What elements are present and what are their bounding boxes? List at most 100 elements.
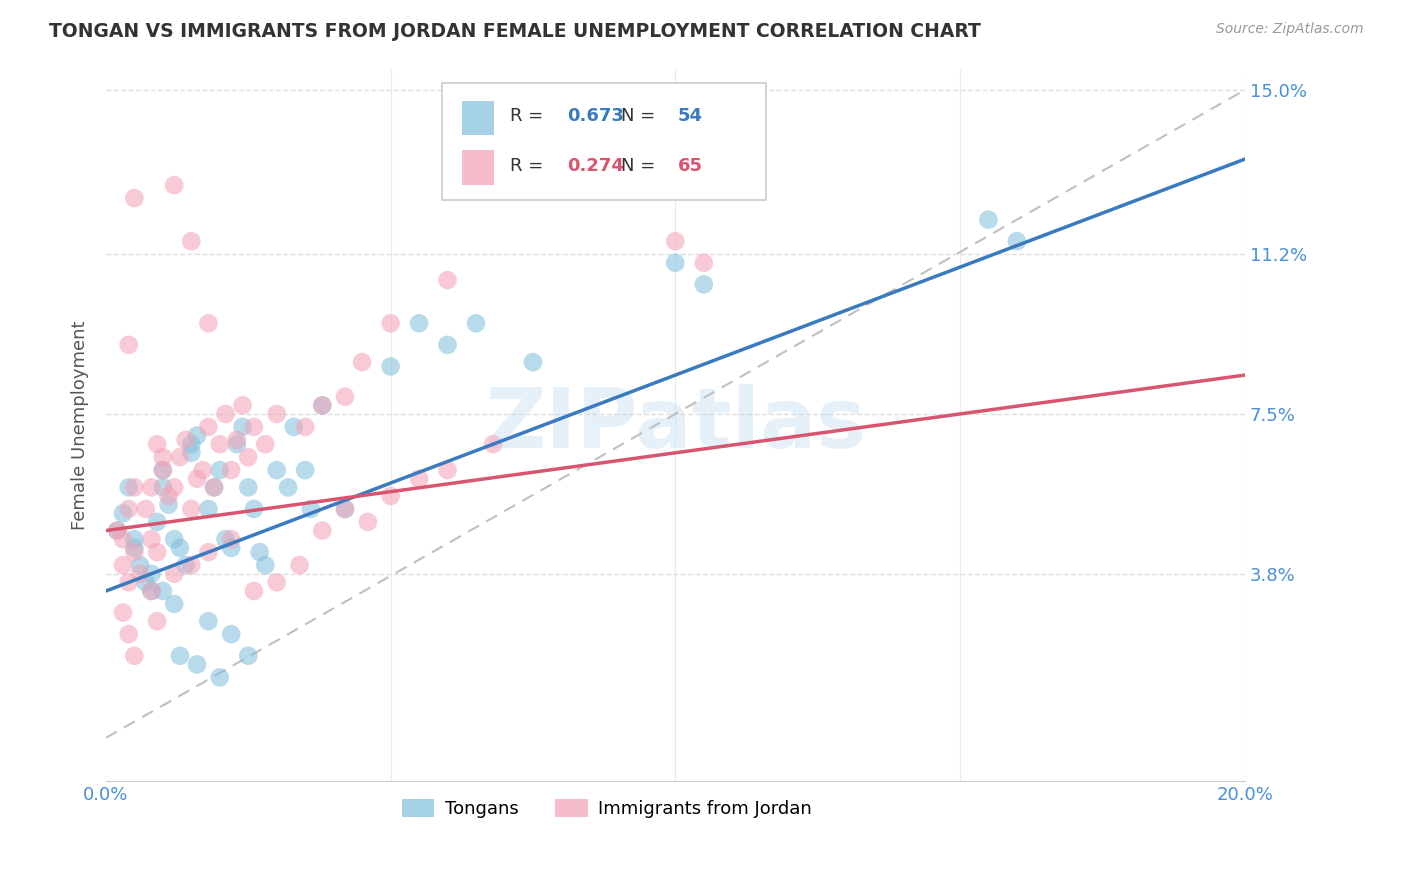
Point [163,480,186,494]
Point [693,256,716,270]
Point [111,558,134,573]
Point [111,506,134,520]
Point [197,316,219,330]
Point [152,463,174,477]
Point [157,489,180,503]
Point [118,627,141,641]
Point [294,420,316,434]
Point [152,584,174,599]
Point [977,212,1000,227]
Point [135,575,157,590]
Point [146,437,169,451]
Point [333,390,356,404]
Point [105,524,128,538]
Point [186,472,208,486]
Point [180,437,202,451]
Point [352,355,374,369]
Point [208,670,231,684]
Point [380,316,402,330]
Point [163,597,186,611]
Point [436,273,458,287]
Point [219,541,242,555]
Point [208,463,231,477]
Point [288,558,311,573]
Point [249,545,271,559]
Point [105,524,128,538]
Point [232,420,254,434]
Point [202,480,225,494]
Point [243,502,266,516]
Point [202,480,225,494]
Point [266,407,288,421]
Text: 65: 65 [678,157,703,175]
Point [169,450,191,464]
Point [225,437,247,451]
Point [124,545,146,559]
Point [294,463,316,477]
Point [118,338,141,352]
Point [208,437,231,451]
Point [141,480,163,494]
Point [124,532,146,546]
Point [174,558,197,573]
Point [163,178,186,193]
Point [124,480,146,494]
Text: 54: 54 [678,107,703,125]
Point [522,355,544,369]
Point [465,316,488,330]
Point [124,191,146,205]
Point [180,234,202,248]
Point [482,437,505,451]
Point [118,480,141,494]
Point [124,541,146,555]
Point [283,420,305,434]
Legend: Tongans, Immigrants from Jordan: Tongans, Immigrants from Jordan [395,791,820,825]
Point [111,532,134,546]
Text: 0.673: 0.673 [567,107,624,125]
Point [186,428,208,442]
Point [299,502,322,516]
Point [141,584,163,599]
Text: Source: ZipAtlas.com: Source: ZipAtlas.com [1216,22,1364,37]
Text: 0.274: 0.274 [567,157,624,175]
Point [408,316,430,330]
Point [693,277,716,292]
Point [152,463,174,477]
Point [408,472,430,486]
Point [225,433,247,447]
Point [124,648,146,663]
Point [163,566,186,581]
Point [357,515,380,529]
Point [243,420,266,434]
Text: ZIPatlas: ZIPatlas [485,384,866,466]
Point [380,359,402,374]
Point [197,502,219,516]
Point [197,545,219,559]
Point [174,433,197,447]
Point [1005,234,1028,248]
Point [169,648,191,663]
Point [238,450,260,464]
Point [238,648,260,663]
Point [219,532,242,546]
Point [152,450,174,464]
Point [380,489,402,503]
Point [129,558,152,573]
Point [152,480,174,494]
Text: R =: R = [510,107,550,125]
Point [146,545,169,559]
Point [311,398,333,412]
Point [197,420,219,434]
Point [219,627,242,641]
Point [118,502,141,516]
Text: N =: N = [620,107,661,125]
FancyBboxPatch shape [463,151,495,185]
Point [266,575,288,590]
Point [146,515,169,529]
Point [664,234,686,248]
Point [238,480,260,494]
Text: R =: R = [510,157,550,175]
Point [157,498,180,512]
FancyBboxPatch shape [463,101,495,135]
Point [135,502,157,516]
